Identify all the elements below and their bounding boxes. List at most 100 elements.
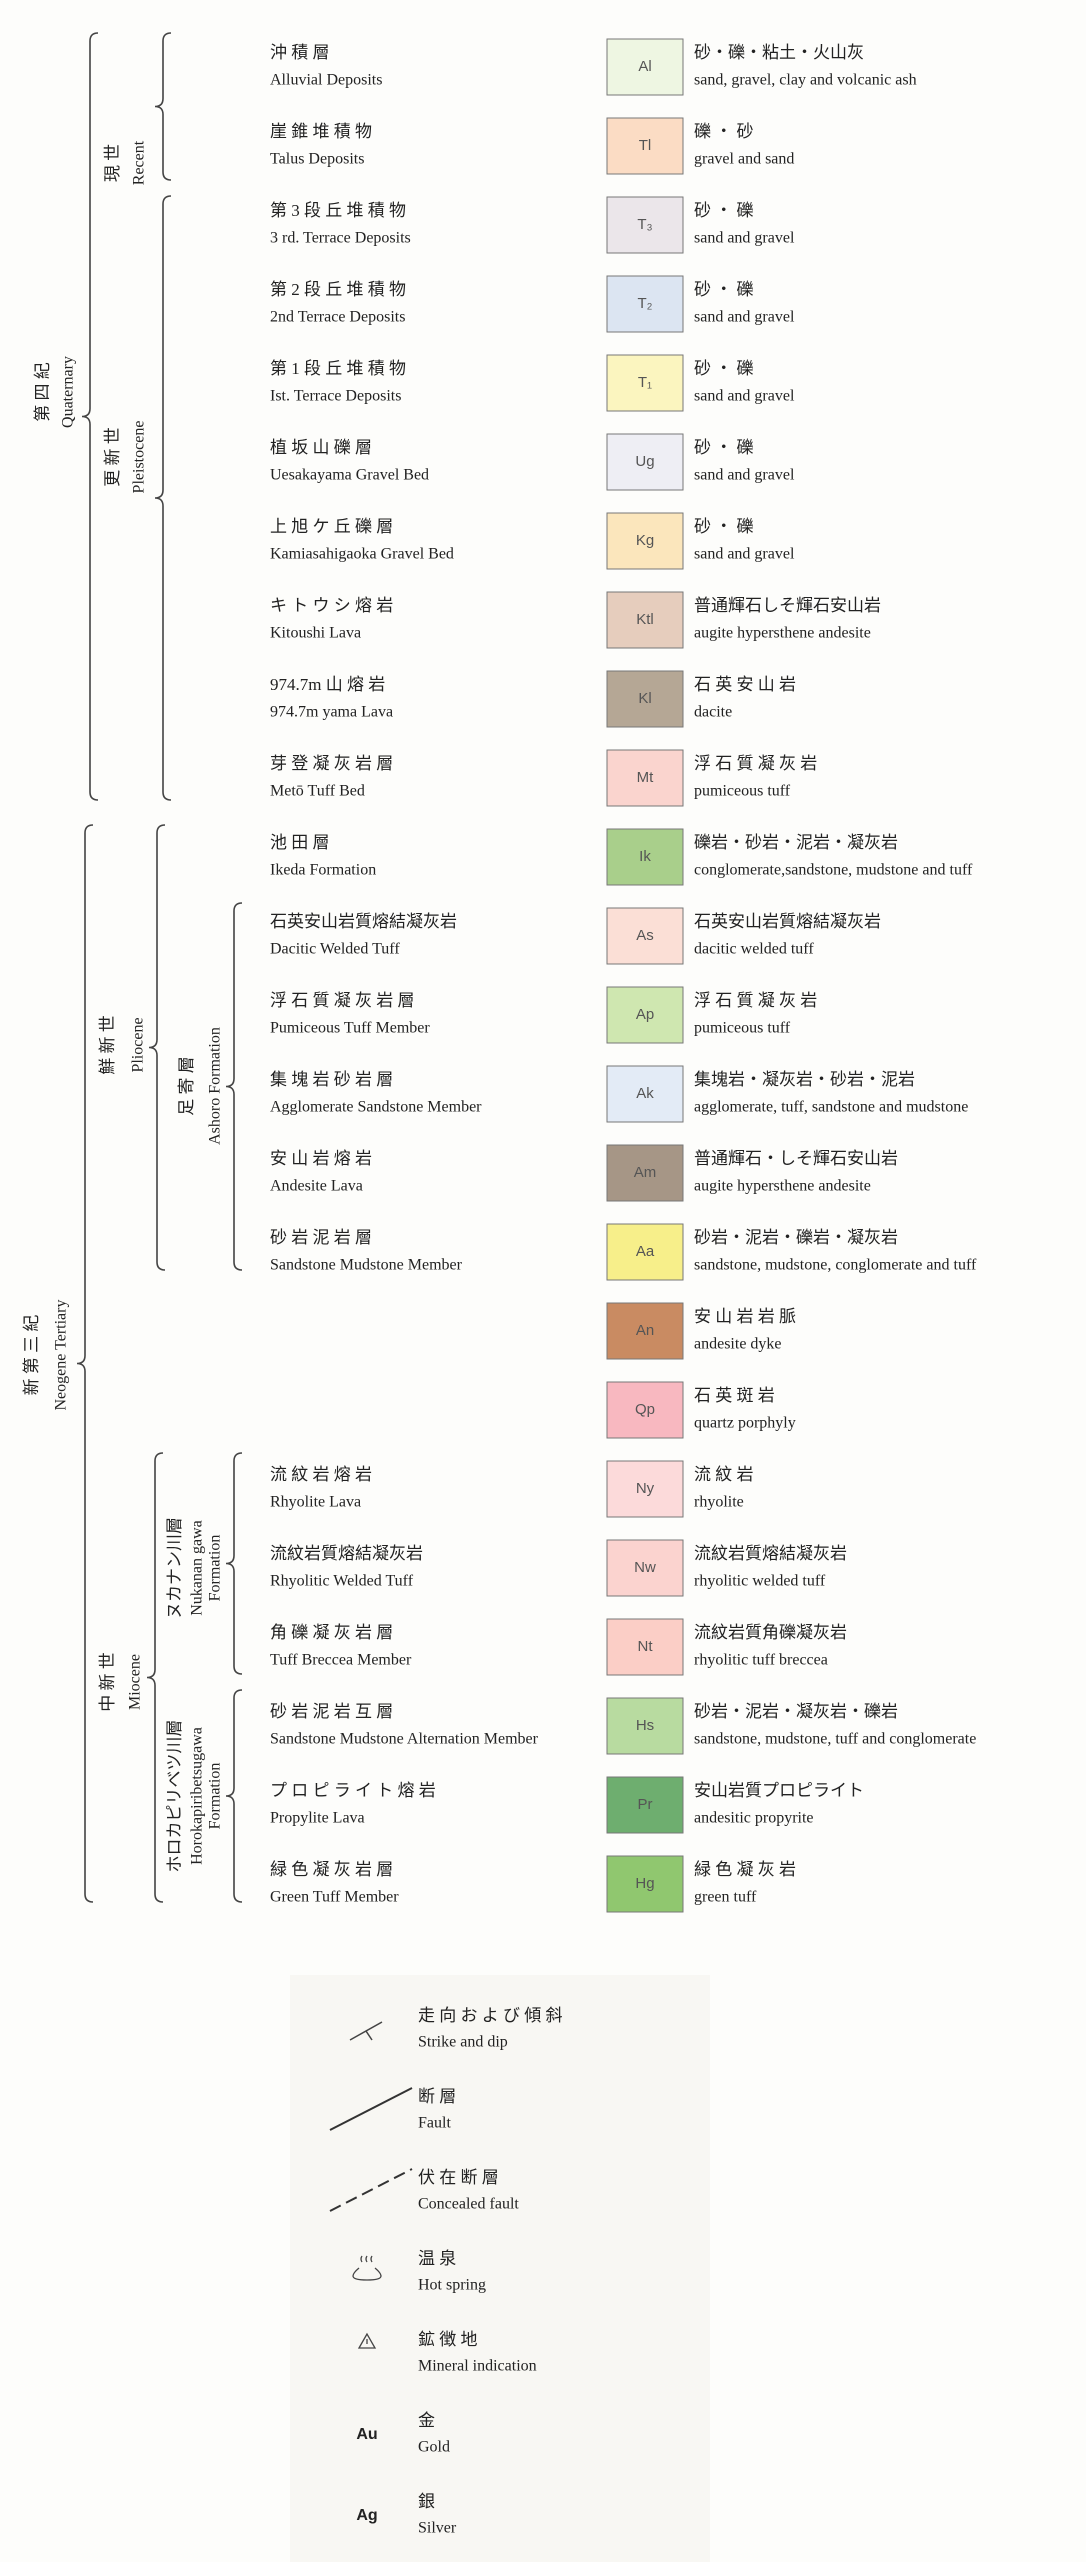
symbol-ja: 伏 在 断 層 [418, 2168, 499, 2187]
unit-desc-en: sandstone, mudstone, tuff and conglomera… [694, 1731, 976, 1748]
symbol-ja: 走 向 お よ び 傾 斜 [418, 2006, 563, 2025]
symbol-mark: Au [356, 2426, 377, 2443]
symbol-en: Silver [418, 2520, 457, 2537]
unit-name-ja: 第 3 段 丘 堆 積 物 [270, 201, 406, 220]
unit-name-ja: 植 坂 山 礫 層 [270, 438, 372, 457]
unit-box [606, 986, 684, 1044]
unit-name-ja: 安 山 岩 熔 岩 [270, 1149, 372, 1168]
unit-desc-ja: 砂岩・泥岩・礫岩・凝灰岩 [694, 1228, 898, 1247]
unit-code: Pr [638, 1796, 653, 1813]
unit-name-en: Metō Tuff Bed [270, 783, 365, 800]
unit-code: T₂ [638, 295, 653, 312]
unit-name-en: 974.7m yama Lava [270, 704, 393, 721]
unit-desc-ja: 流 紋 岩 [694, 1465, 754, 1484]
unit-desc-en: andesitic propyrite [694, 1810, 814, 1827]
symbol-ja: 温 泉 [418, 2249, 456, 2268]
symbol-en: Mineral indication [418, 2358, 537, 2375]
unit-desc-en: pumiceous tuff [694, 783, 791, 800]
unit-code: As [636, 927, 654, 944]
unit-name-en: Ist. Terrace Deposits [270, 388, 401, 405]
unit-name-en: Talus Deposits [270, 151, 364, 168]
unit-box [606, 1855, 684, 1913]
unit-box [606, 907, 684, 965]
unit-desc-ja: 砂 ・ 礫 [694, 438, 754, 457]
unit-box [606, 1381, 684, 1439]
unit-name-ja: 上 旭 ケ 丘 礫 層 [270, 517, 393, 536]
period-en: Recent [131, 140, 148, 185]
strike-dip-icon [349, 2021, 383, 2041]
unit-name-en: 3 rd. Terrace Deposits [270, 230, 411, 247]
unit-name-en: Propylite Lava [270, 1810, 365, 1827]
unit-box [606, 591, 684, 649]
unit-box [606, 749, 684, 807]
unit-code: Nt [638, 1638, 654, 1655]
period-ja: 更 新 世 [103, 427, 122, 487]
period-en: Formation [207, 1535, 224, 1602]
unit-name-ja: 974.7m 山 熔 岩 [270, 675, 385, 694]
unit-code: Ak [636, 1085, 654, 1102]
unit-desc-en: sand and gravel [694, 388, 795, 405]
bracket [225, 1452, 243, 1675]
unit-desc-ja: 砂 ・ 礫 [694, 280, 754, 299]
unit-box [606, 1776, 684, 1834]
symbol-en: Concealed fault [418, 2196, 519, 2213]
unit-box [606, 828, 684, 886]
unit-name-en: Sandstone Mudstone Alternation Member [270, 1731, 539, 1748]
unit-name-en: Tuff Breccea Member [270, 1652, 412, 1669]
unit-desc-ja: 礫岩・砂岩・泥岩・凝灰岩 [694, 833, 898, 852]
unit-box [606, 196, 684, 254]
unit-name-ja: 芽 登 凝 灰 岩 層 [270, 754, 393, 773]
unit-code: Tl [639, 137, 652, 154]
bracket [146, 1452, 164, 1903]
unit-name-ja: プ ロ ピ ラ イ ト 熔 岩 [270, 1781, 436, 1800]
period-ja: 第 四 紀 [33, 362, 52, 422]
unit-desc-ja: 砂 ・ 礫 [694, 517, 754, 536]
unit-desc-en: sandstone, mudstone, conglomerate and tu… [694, 1257, 977, 1274]
unit-desc-ja: 石 英 安 山 岩 [694, 675, 796, 694]
unit-desc-en: agglomerate, tuff, sandstone and mudston… [694, 1099, 968, 1116]
symbol-ja: 銀 [418, 2492, 435, 2511]
unit-desc-en: dacitic welded tuff [694, 941, 814, 958]
bracket [148, 824, 166, 1271]
unit-desc-en: augite hypersthene andesite [694, 625, 871, 642]
period-ja: 新 第 三 紀 [22, 1315, 41, 1396]
unit-code: Ug [635, 453, 654, 470]
period-ja: 鮮 新 世 [98, 1015, 117, 1075]
unit-name-ja: 石英安山岩質熔結凝灰岩 [270, 912, 457, 931]
period-en: Pliocene [130, 1017, 147, 1072]
period-en: Miocene [127, 1654, 144, 1710]
unit-desc-ja: 集塊岩・凝灰岩・砂岩・泥岩 [694, 1070, 915, 1089]
unit-name-en: Rhyolitic Welded Tuff [270, 1573, 414, 1590]
symbol-ja: 断 層 [418, 2087, 456, 2106]
symbol-panel [290, 1975, 710, 2562]
mineral-icon [357, 2332, 377, 2349]
unit-desc-ja: 砂・礫・粘土・火山灰 [694, 43, 864, 62]
hot-spring-icon [352, 2255, 382, 2281]
unit-box [606, 1460, 684, 1518]
unit-desc-ja: 浮 石 質 凝 灰 岩 [694, 991, 817, 1010]
unit-name-en: Sandstone Mudstone Member [270, 1257, 463, 1274]
symbol-mark: Ag [356, 2507, 377, 2524]
unit-code: Mt [637, 769, 654, 786]
period-en: Quaternary [60, 356, 77, 428]
unit-code: Ik [639, 848, 651, 865]
unit-name-en: Pumiceous Tuff Member [270, 1020, 430, 1037]
unit-desc-ja: 流紋岩質熔結凝灰岩 [694, 1544, 847, 1563]
unit-desc-en: rhyolite [694, 1494, 744, 1511]
period-en: Ashoro Formation [207, 1027, 224, 1145]
period-ja: 中 新 世 [98, 1652, 117, 1712]
unit-name-ja: 浮 石 質 凝 灰 岩 層 [270, 991, 415, 1010]
unit-desc-en: sand and gravel [694, 230, 795, 247]
unit-desc-ja: 砂岩・泥岩・凝灰岩・礫岩 [694, 1702, 898, 1721]
unit-name-ja: 集 塊 岩 砂 岩 層 [270, 1070, 393, 1089]
unit-desc-en: sand and gravel [694, 467, 795, 484]
unit-code: Hs [636, 1717, 654, 1734]
period-ja: 現 世 [103, 144, 122, 182]
bracket [225, 1689, 243, 1903]
unit-box [606, 275, 684, 333]
symbol-en: Hot spring [418, 2277, 486, 2294]
concealed-fault-icon [329, 2168, 413, 2212]
unit-desc-ja: 砂 ・ 礫 [694, 359, 754, 378]
period-en: Horokapiribetsugawa [189, 1727, 206, 1865]
